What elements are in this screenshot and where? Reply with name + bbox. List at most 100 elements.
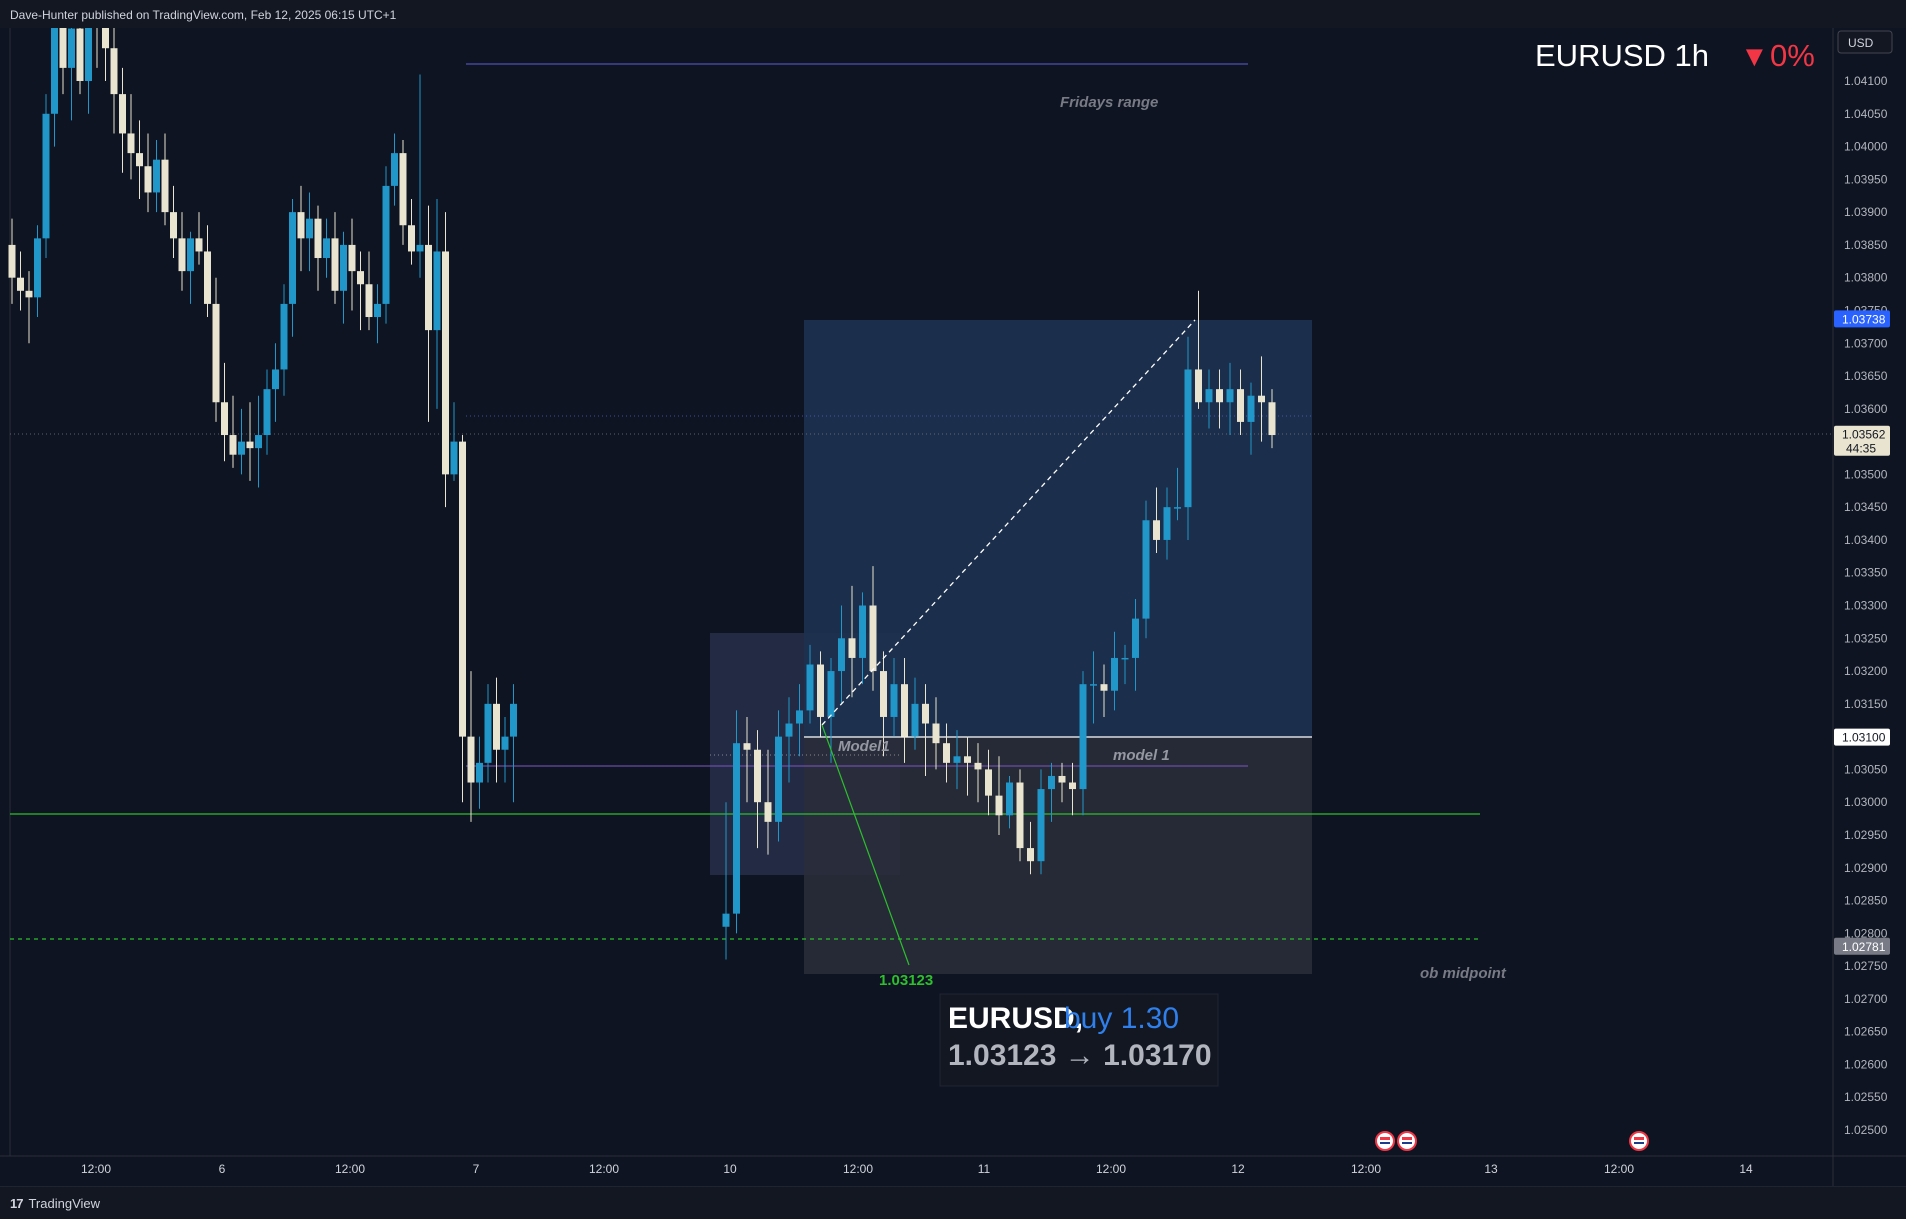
left-candle-22 [195,238,203,252]
right-candle-35 [1090,684,1097,686]
left-candle-5 [51,15,58,114]
left-candle-54 [467,736,475,783]
left-candle-7 [68,28,75,68]
left-candle-11 [102,2,109,49]
left-candle-13 [119,94,126,134]
model1-label-left: Model1 [838,738,890,755]
us-flag-stripe-0 [1380,1137,1390,1140]
trade-prices: 1.03123 → 1.03170 [948,1039,1212,1072]
change-arrow-icon: ▼ [1740,41,1769,73]
right-candle-39 [1132,618,1139,658]
right-candle-51 [1258,395,1265,403]
price-tick-22: 1.03000 [1844,795,1888,809]
left-candle-31 [272,369,279,390]
left-candle-0 [8,244,16,278]
time-tick-4: 12:00 [589,1162,619,1176]
price-tick-2: 1.04000 [1844,140,1888,154]
us-flag-event-icon [1375,1131,1395,1151]
price-badge-label-3: 1.02781 [1842,940,1886,954]
publisher-bar: Dave-Hunter published on TradingView.com… [0,0,1906,29]
right-candle-52 [1268,402,1276,436]
right-candle-19 [922,703,929,724]
right-candle-49 [1237,389,1244,422]
price-tick-3: 1.03950 [1844,172,1888,186]
left-candle-56 [484,703,492,763]
price-tick-24: 1.02900 [1844,861,1888,875]
tradingview-logo-icon: 17 [10,1196,24,1211]
left-candle-57 [493,703,500,750]
right-candle-48 [1226,389,1234,403]
right-candle-37 [1111,657,1118,691]
price-tick-32: 1.02500 [1844,1123,1888,1137]
price-tick-16: 1.03300 [1844,599,1888,613]
us-flag-canton-2 [1634,1142,1644,1144]
right-candle-14 [869,605,877,672]
left-candle-37 [323,238,330,259]
left-candle-2 [25,290,33,298]
price-badge-sub-1: 44:35 [1846,442,1876,456]
right-candle-21 [943,743,950,763]
price-badge-label-0: 1.03738 [1842,312,1886,326]
currency-box [1837,30,1893,54]
right-candle-30 [1037,789,1045,862]
right-candle-20 [932,723,940,744]
left-candle-40 [348,244,356,272]
price-tick-6: 1.03800 [1844,271,1888,285]
entry-price-label: 1.03123 [879,972,933,989]
candlestick-chart[interactable]: Fridays range Model1 model 1 ob midpoint 1.0… [0,0,1906,1186]
time-tick-1: 6 [219,1162,226,1176]
us-flag-stripe-2 [1634,1137,1644,1140]
target-path-line [821,319,1196,726]
price-badge-label-2: 1.03100 [1842,731,1886,745]
right-candle-13 [859,605,866,658]
entry-arrow-line [821,724,910,966]
price-tick-25: 1.02850 [1844,894,1888,908]
right-candle-17 [901,684,908,737]
price-tick-31: 1.02550 [1844,1090,1888,1104]
us-flag-event-icon [1629,1131,1649,1151]
left-candle-52 [450,441,458,475]
right-candle-12 [848,638,856,658]
price-tick-30: 1.02600 [1844,1057,1888,1071]
tradingview-brand[interactable]: 17 TradingView [10,1196,100,1211]
right-candle-10 [827,671,835,717]
left-candle-42 [365,284,373,318]
price-badge-2 [1834,728,1890,746]
left-candle-27 [238,441,245,455]
left-candle-39 [340,244,347,291]
currency-label: USD [1848,36,1874,50]
right-candle-27 [1006,782,1013,816]
time-tick-11: 13 [1484,1162,1498,1176]
right-candle-50 [1247,395,1255,422]
left-candle-25 [221,402,228,436]
left-candle-45 [391,153,398,186]
stop-zone [804,737,1312,974]
us-flag-canton-1 [1402,1142,1412,1144]
left-candle-6 [59,15,67,68]
right-candle-29 [1027,848,1034,862]
brand-name: TradingView [28,1196,101,1211]
left-candle-51 [442,251,449,475]
time-tick-13: 14 [1739,1162,1753,1176]
left-candle-19 [170,212,177,239]
price-badge-0 [1834,310,1890,328]
right-candle-6 [785,723,793,737]
price-tick-21: 1.03050 [1844,762,1888,776]
right-candle-18 [911,703,919,737]
price-tick-23: 1.02950 [1844,828,1888,842]
price-tick-18: 1.03200 [1844,664,1888,678]
price-tick-8: 1.03700 [1844,336,1888,350]
time-tick-3: 7 [473,1162,480,1176]
right-candle-42 [1163,507,1171,540]
price-badge-label-1: 1.03562 [1842,428,1886,442]
right-candle-32 [1058,775,1066,783]
left-candle-4 [42,113,50,239]
price-tick-26: 1.02800 [1844,926,1888,940]
right-candle-5 [775,736,782,822]
right-candle-0 [722,913,730,927]
us-flag-stripe-1 [1402,1137,1412,1140]
left-candle-3 [34,238,41,298]
right-candle-16 [890,684,898,717]
price-badge-3 [1834,937,1890,955]
